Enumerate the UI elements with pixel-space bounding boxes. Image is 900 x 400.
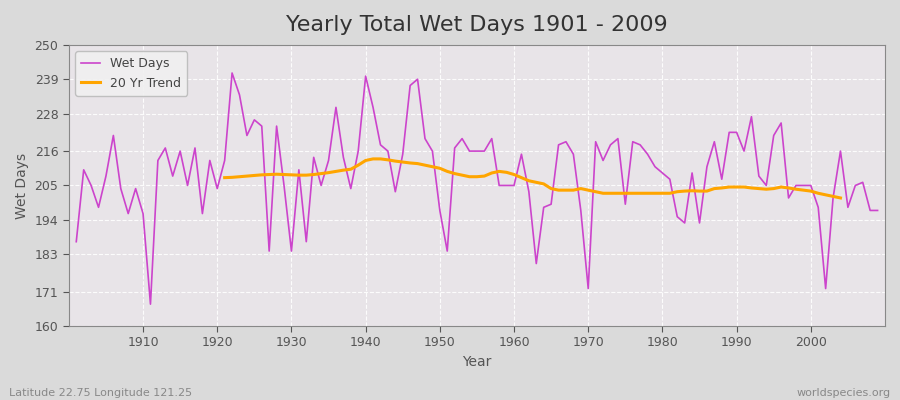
20 Yr Trend: [220, 175, 230, 180]
20 Yr Trend: [694, 189, 705, 194]
Wet Days: [524, 189, 535, 194]
Text: Latitude 22.75 Longitude 121.25: Latitude 22.75 Longitude 121.25: [9, 388, 192, 398]
Wet Days: [613, 136, 624, 141]
20 Yr Trend: [367, 156, 378, 161]
Title: Yearly Total Wet Days 1901 - 2009: Yearly Total Wet Days 1901 - 2009: [286, 15, 668, 35]
Wet Days: [227, 71, 238, 76]
Text: worldspecies.org: worldspecies.org: [796, 388, 891, 398]
20 Yr Trend: [531, 180, 542, 185]
20 Yr Trend: [724, 185, 734, 190]
Line: 20 Yr Trend: 20 Yr Trend: [225, 159, 841, 198]
Y-axis label: Wet Days: Wet Days: [15, 152, 29, 218]
20 Yr Trend: [501, 170, 512, 175]
Line: Wet Days: Wet Days: [76, 73, 878, 304]
Legend: Wet Days, 20 Yr Trend: Wet Days, 20 Yr Trend: [75, 51, 187, 96]
20 Yr Trend: [835, 196, 846, 200]
Wet Days: [71, 239, 82, 244]
20 Yr Trend: [256, 172, 267, 177]
Wet Days: [130, 186, 141, 191]
Wet Days: [145, 302, 156, 306]
Wet Days: [353, 149, 364, 154]
Wet Days: [516, 152, 526, 157]
Wet Days: [872, 208, 883, 213]
20 Yr Trend: [227, 175, 238, 180]
Wet Days: [309, 155, 320, 160]
X-axis label: Year: Year: [463, 355, 491, 369]
